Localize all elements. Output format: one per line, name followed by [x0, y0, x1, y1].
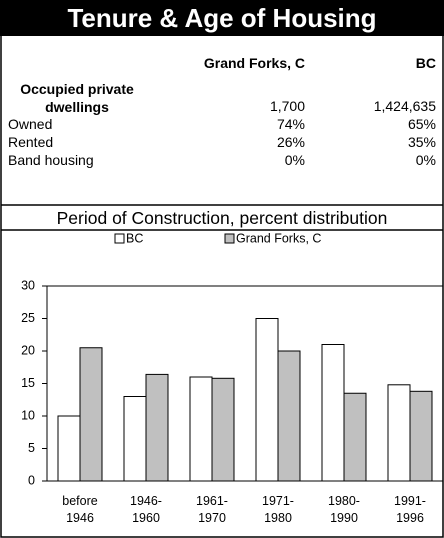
row-label: Band housing	[8, 152, 94, 168]
bar	[79, 347, 103, 482]
cell: 0%	[415, 152, 436, 168]
row-label: Rented	[8, 134, 54, 150]
x-tick-label: 1961-1970	[196, 494, 228, 525]
bar	[57, 415, 81, 482]
title: Tenure & Age of Housing	[0, 0, 444, 36]
cell: 0%	[284, 152, 305, 168]
row-label: Occupied private dwellings	[20, 81, 134, 115]
cell: 65%	[407, 116, 436, 132]
legend-swatch	[114, 233, 125, 244]
column-header: Grand Forks, C	[203, 55, 305, 71]
row-label: Owned	[8, 116, 53, 132]
bar	[343, 392, 367, 482]
cell: 74%	[276, 116, 305, 132]
bar	[123, 396, 147, 482]
cell: 26%	[276, 134, 305, 150]
cell: 1,700	[269, 98, 305, 114]
bar	[409, 390, 433, 482]
y-tick-label: 30	[21, 278, 35, 292]
bar	[145, 373, 169, 482]
column-header: BC	[415, 55, 436, 71]
y-tick-label: 25	[21, 311, 35, 325]
bar	[321, 344, 345, 482]
plot-frame	[46, 285, 444, 482]
legend-label: Grand Forks, C	[236, 231, 321, 245]
y-tick-label: 15	[21, 376, 35, 390]
bar	[211, 377, 235, 482]
cell: 1,424,635	[373, 98, 436, 114]
bar	[387, 384, 411, 482]
y-tick-label: 5	[28, 441, 35, 455]
bar	[277, 350, 301, 482]
x-tick-label: 1946-1960	[130, 494, 162, 525]
cell: 35%	[407, 134, 436, 150]
bar	[189, 376, 213, 482]
x-tick-label: 1991-1996	[394, 494, 426, 525]
y-tick-label: 0	[28, 473, 35, 487]
x-tick-label: 1980-1990	[328, 494, 360, 525]
x-tick-label: 1971-1980	[262, 494, 294, 525]
legend-label: BC	[126, 231, 143, 245]
bar	[255, 318, 279, 482]
y-tick-label: 20	[21, 343, 35, 357]
chart-title: Period of Construction, percent distribu…	[56, 208, 388, 228]
x-tick-label: before 1946	[62, 494, 98, 525]
legend-swatch	[224, 233, 235, 244]
y-tick-label: 10	[21, 408, 35, 422]
